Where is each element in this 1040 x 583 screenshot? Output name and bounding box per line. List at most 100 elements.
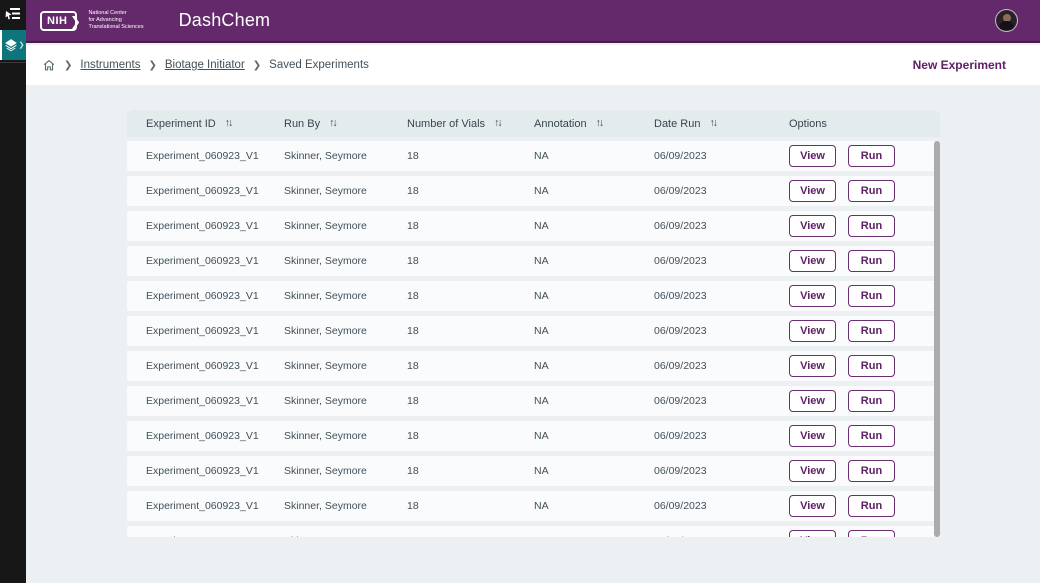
scrollbar-thumb[interactable]: [934, 141, 940, 537]
cell-experiment-id: Experiment_060923_V1: [146, 325, 284, 337]
menu-open-icon: [5, 7, 21, 21]
breadcrumb-link-instruments[interactable]: Instruments: [80, 59, 140, 71]
run-button[interactable]: Run: [848, 460, 895, 482]
cell-annotation: NA: [534, 430, 654, 442]
view-button[interactable]: View: [789, 250, 836, 272]
experiments-table: Experiment ID ↑↓ Run By ↑↓ Number of Via…: [127, 110, 940, 537]
cell-run-by: Skinner, Seymore: [284, 185, 407, 197]
table-scrollbar[interactable]: [934, 141, 940, 537]
view-button[interactable]: View: [789, 355, 836, 377]
cell-number-of-vials: 18: [407, 360, 534, 372]
table-body: Experiment_060923_V1 Skinner, Seymore 18…: [127, 141, 940, 537]
run-button[interactable]: Run: [848, 495, 895, 517]
cell-number-of-vials: 18: [407, 185, 534, 197]
cell-run-by: Skinner, Seymore: [284, 220, 407, 232]
table-row: Experiment_060923_V1 Skinner, Seymore 18…: [127, 386, 940, 416]
cell-options: View Run: [789, 390, 940, 412]
cell-options: View Run: [789, 495, 940, 517]
cell-date-run: 06/09/2023: [654, 150, 789, 162]
cell-annotation: NA: [534, 465, 654, 477]
sort-icon[interactable]: ↑↓: [329, 118, 336, 129]
view-button[interactable]: View: [789, 145, 836, 167]
nih-arrow-icon: ❯: [70, 14, 81, 30]
sidebar-item-instruments[interactable]: ❯: [0, 30, 26, 60]
nih-org-line3: Translational Sciences: [88, 24, 143, 31]
cell-run-by: Skinner, Seymore: [284, 465, 407, 477]
cell-date-run: 06/09/2023: [654, 465, 789, 477]
view-button[interactable]: View: [789, 390, 836, 412]
column-label: Date Run: [654, 118, 700, 130]
run-button[interactable]: Run: [848, 215, 895, 237]
cell-date-run: 06/09/2023: [654, 430, 789, 442]
cell-run-by: Skinner, Seymore: [284, 395, 407, 407]
cell-date-run: 06/09/2023: [654, 360, 789, 372]
table-row: Experiment_060923_V1 Skinner, Seymore 18…: [127, 491, 940, 521]
table-row: Experiment_060923_V1 Skinner, Seymore 18…: [127, 456, 940, 486]
sort-icon[interactable]: ↑↓: [709, 118, 716, 129]
left-sidebar: ❯: [0, 0, 26, 583]
nih-org-name: National Center for Advancing Translatio…: [88, 10, 143, 31]
breadcrumb-link-biotage-initiator[interactable]: Biotage Initiator: [165, 59, 245, 71]
table-header-row: Experiment ID ↑↓ Run By ↑↓ Number of Via…: [127, 110, 940, 137]
view-button[interactable]: View: [789, 425, 836, 447]
cell-run-by: Skinner, Seymore: [284, 535, 407, 537]
cell-date-run: 06/09/2023: [654, 220, 789, 232]
cell-date-run: 06/09/2023: [654, 185, 789, 197]
cell-run-by: Skinner, Seymore: [284, 290, 407, 302]
run-button[interactable]: Run: [848, 285, 895, 307]
main-content: Experiment ID ↑↓ Run By ↑↓ Number of Via…: [26, 85, 1040, 583]
cell-number-of-vials: 18: [407, 465, 534, 477]
cell-options: View Run: [789, 425, 940, 447]
view-button[interactable]: View: [789, 530, 836, 537]
sort-icon[interactable]: ↑↓: [494, 118, 501, 129]
run-button[interactable]: Run: [848, 145, 895, 167]
cell-options: View Run: [789, 215, 940, 237]
nih-logo[interactable]: NIH ❯ National Center for Advancing Tran…: [40, 10, 144, 31]
run-button[interactable]: Run: [848, 320, 895, 342]
cell-date-run: 06/09/2023: [654, 500, 789, 512]
home-icon[interactable]: [42, 59, 56, 72]
run-button[interactable]: Run: [848, 425, 895, 447]
cell-experiment-id: Experiment_060923_V1: [146, 430, 284, 442]
breadcrumb: ❯ Instruments ❯ Biotage Initiator ❯ Save…: [42, 59, 369, 72]
sidebar-item-menu[interactable]: [0, 0, 26, 28]
breadcrumb-current-saved-experiments: Saved Experiments: [269, 59, 369, 71]
sort-icon[interactable]: ↑↓: [596, 118, 603, 129]
cell-run-by: Skinner, Seymore: [284, 325, 407, 337]
layers-icon: [4, 38, 18, 52]
column-header-annotation: Annotation ↑↓: [534, 118, 654, 130]
view-button[interactable]: View: [789, 320, 836, 342]
run-button[interactable]: Run: [848, 180, 895, 202]
view-button[interactable]: View: [789, 180, 836, 202]
column-header-number-of-vials: Number of Vials ↑↓: [407, 118, 534, 130]
view-button[interactable]: View: [789, 215, 836, 237]
breadcrumb-separator-icon: ❯: [148, 60, 156, 71]
view-button[interactable]: View: [789, 460, 836, 482]
cell-number-of-vials: 18: [407, 430, 534, 442]
run-button[interactable]: Run: [848, 250, 895, 272]
app-header: NIH ❯ National Center for Advancing Tran…: [26, 0, 1040, 43]
column-label: Options: [789, 118, 827, 130]
cell-number-of-vials: 18: [407, 220, 534, 232]
column-label: Run By: [284, 118, 320, 130]
cell-annotation: NA: [534, 395, 654, 407]
run-button[interactable]: Run: [848, 355, 895, 377]
cell-number-of-vials: 18: [407, 255, 534, 267]
cell-experiment-id: Experiment_060923_V1: [146, 535, 284, 537]
view-button[interactable]: View: [789, 285, 836, 307]
chevron-right-icon: ❯: [19, 41, 25, 49]
user-avatar[interactable]: [995, 9, 1018, 32]
cell-experiment-id: Experiment_060923_V1: [146, 465, 284, 477]
sort-icon[interactable]: ↑↓: [225, 118, 232, 129]
column-header-run-by: Run By ↑↓: [284, 118, 407, 130]
cell-options: View Run: [789, 285, 940, 307]
table-row: Experiment_060923_V1 Skinner, Seymore 18…: [127, 141, 940, 171]
run-button[interactable]: Run: [848, 390, 895, 412]
table-row: Experiment_060923_V1 Skinner, Seymore 18…: [127, 211, 940, 241]
run-button[interactable]: Run: [848, 530, 895, 537]
breadcrumb-separator-icon: ❯: [64, 60, 72, 71]
view-button[interactable]: View: [789, 495, 836, 517]
table-row: Experiment_060923_V1 Skinner, Seymore 18…: [127, 351, 940, 381]
new-experiment-button[interactable]: New Experiment: [913, 45, 1006, 85]
cell-options: View Run: [789, 180, 940, 202]
